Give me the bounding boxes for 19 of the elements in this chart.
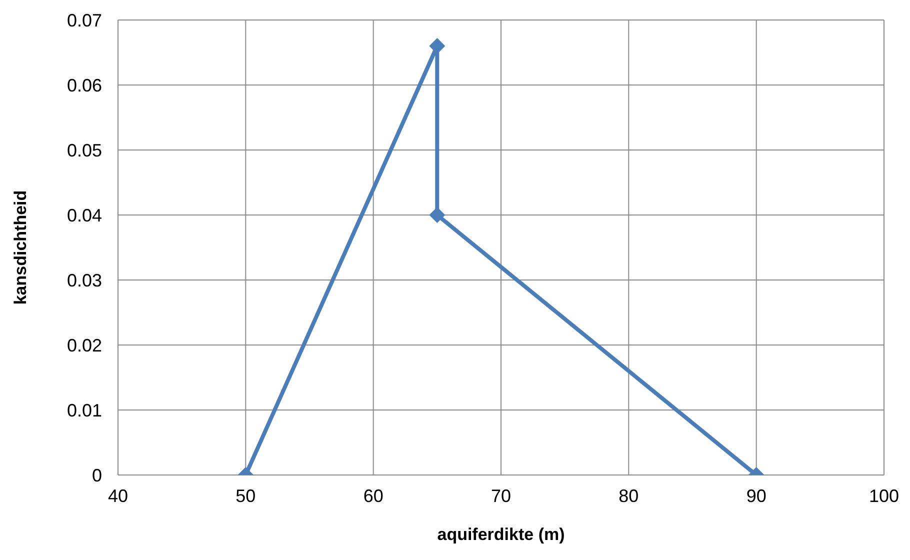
y-axis-title: kansdichtheid — [11, 190, 30, 305]
y-tick-label: 0.06 — [66, 75, 102, 96]
y-tick-label: 0 — [92, 465, 102, 486]
x-tick-label: 50 — [236, 486, 256, 506]
y-tick-label: 0.04 — [66, 205, 102, 226]
x-tick-label: 70 — [490, 486, 512, 506]
x-tick-label: 90 — [746, 486, 766, 506]
x-axis-title: aquiferdikte (m) — [437, 525, 565, 544]
point — [429, 207, 446, 223]
point — [429, 38, 446, 54]
x-tick-label: 80 — [618, 486, 639, 506]
x-tick-label: 40 — [108, 486, 128, 506]
x-tick-label: 60 — [363, 486, 384, 506]
y-tick-label: 0.07 — [66, 10, 102, 30]
y-tick-label: 0.05 — [66, 140, 102, 160]
y-tick-label: 0.03 — [66, 270, 102, 290]
y-tick-label: 0.02 — [66, 335, 102, 356]
y-tick-label: 0.01 — [66, 400, 102, 420]
x-tick-label: 100 — [868, 486, 900, 506]
